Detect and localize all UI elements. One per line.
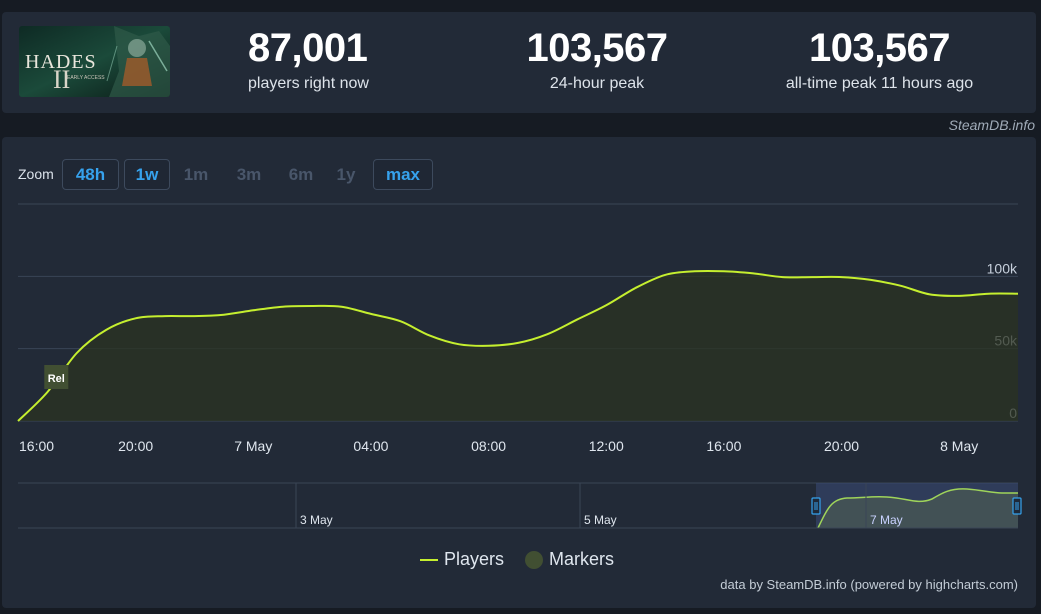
stat-label: 24-hour peak: [549, 75, 645, 92]
legend-dot-swatch: [525, 550, 543, 569]
legend-players[interactable]: Players: [420, 549, 504, 570]
x-tick-label: 16:00: [706, 438, 741, 454]
zoom-1m-button[interactable]: 1m: [183, 164, 209, 184]
legend-markers-label: Markers: [549, 549, 615, 569]
chart-card: Zoom 48h 1w 1m 3m 6m 1y max 050k100k Rel…: [2, 137, 1036, 608]
zoom-label: Zoom: [18, 166, 54, 182]
logo-subtitle: EARLY ACCESS: [67, 75, 105, 81]
y-tick-label: 100k: [987, 260, 1018, 276]
stat-value: 103,567: [808, 26, 951, 70]
x-tick-label: 12:00: [589, 438, 624, 454]
logo-title: HADES: [25, 51, 97, 73]
players-area: [18, 270, 1018, 421]
stat-all-time-peak: 103,567 all-time peak 11 hours ago: [767, 26, 992, 94]
stat-value: 87,001: [248, 26, 368, 70]
x-tick-label: 20:00: [118, 438, 153, 454]
steamdb-credit[interactable]: SteamDB.info: [948, 117, 1035, 133]
x-tick-label: 7 May: [234, 438, 272, 454]
logo-numeral: II: [53, 65, 70, 94]
release-marker-label: Rel: [48, 373, 65, 385]
players-line: [17, 269, 1019, 422]
x-tick-label: 16:00: [19, 438, 54, 454]
game-logo-art: HADES II EARLY ACCESS: [19, 26, 170, 97]
legend-line-swatch: [420, 558, 438, 561]
navigator-tick-label: 3 May: [300, 513, 333, 527]
stat-label: players right now: [248, 75, 369, 92]
navigator-handle-right[interactable]: [1012, 497, 1022, 515]
zoom-1w-button[interactable]: 1w: [124, 159, 170, 190]
zoom-3m-button[interactable]: 3m: [236, 164, 262, 184]
x-tick-label: 8 May: [940, 438, 978, 454]
chart-legend: Players Markers: [2, 549, 1036, 571]
stat-players-now: 87,001 players right now: [248, 26, 369, 94]
navigator-tick-label: 7 May: [870, 513, 903, 527]
stat-label: all-time peak 11 hours ago: [785, 75, 974, 92]
data-credit[interactable]: data by SteamDB.info (powered by highcha…: [720, 577, 1018, 592]
zoom-max-button[interactable]: max: [373, 159, 433, 190]
release-marker: [44, 365, 69, 389]
x-tick-label: 08:00: [471, 438, 506, 454]
legend-players-label: Players: [444, 549, 505, 569]
navigator-tick-label: 5 May: [584, 513, 617, 527]
x-tick-label: 04:00: [353, 438, 388, 454]
zoom-6m-button[interactable]: 6m: [288, 164, 314, 184]
game-logo[interactable]: HADES II EARLY ACCESS: [19, 26, 170, 97]
x-tick-label: 20:00: [824, 438, 859, 454]
zoom-1y-button[interactable]: 1y: [336, 164, 356, 184]
stat-value: 103,567: [526, 26, 668, 70]
stat-24h-peak: 103,567 24-hour peak: [492, 26, 702, 94]
navigator-handle-left[interactable]: [811, 497, 821, 515]
navigator-area: [818, 488, 1018, 528]
legend-markers[interactable]: Markers: [525, 549, 614, 570]
zoom-48h-button[interactable]: 48h: [62, 159, 119, 190]
stats-card: HADES II EARLY ACCESS 87,001 players rig…: [2, 12, 1036, 113]
navigator-line: [817, 488, 1018, 529]
